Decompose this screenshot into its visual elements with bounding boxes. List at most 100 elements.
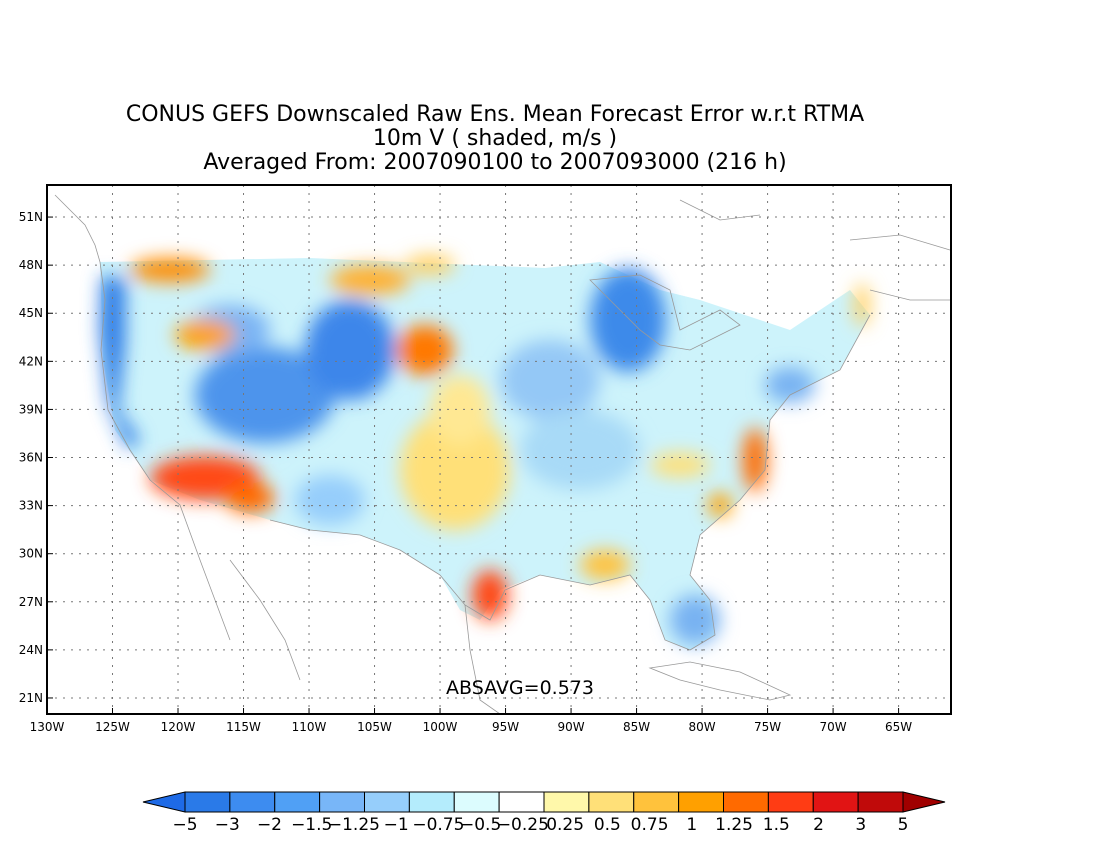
colorbar-label: 2 [813,815,824,835]
mexico-coastline [464,604,501,714]
appalachian-positive [650,453,710,477]
colorbar-label: 3 [855,815,866,835]
lat-tick-label: 48N [19,258,43,272]
colorbar-label: 0.5 [594,815,621,835]
colorbar-label: 1.25 [715,815,753,835]
colorbar-label: −1 [384,815,409,835]
maine-positive [854,283,870,327]
great-lakes-outline [589,274,741,351]
colorbar-swatch [498,791,545,813]
lon-tick-label: 90W [557,720,584,734]
lon-tick-label: 65W [885,720,912,734]
error-field [100,255,870,650]
colorbar-swatch [408,791,455,813]
map-plot-area [47,185,951,714]
lon-tick-label: 70W [820,720,847,734]
colorbar-swatch [364,791,410,813]
longitude-labels: 130W 125W 120W 115W 110W 105W 100W 95W 90W 85W 80W… [30,720,913,734]
georgia-coast-positive [708,493,732,517]
lon-tick-label: 115W [226,720,261,734]
arizona-positive [225,483,275,513]
lat-tick-label: 51N [19,210,43,224]
louisiana-positive [580,550,630,580]
lake-michigan-negative [590,268,666,372]
baja-coast [229,559,301,681]
colorbar-swatch [678,791,724,813]
lat-tick-label: 24N [19,643,43,657]
lon-tick-label: 80W [689,720,716,734]
pacific-coastline [99,261,231,641]
colorbar-swatch [453,791,500,813]
colorbar-label: −1.25 [328,815,380,835]
colorbar-label: −5 [172,815,197,835]
colorbar-label: 1 [686,815,697,835]
south-texas-positive [472,570,508,620]
lat-tick-label: 21N [19,691,43,705]
colorbar-swatch [588,791,635,813]
graticule [47,185,951,714]
lat-tick-label: 30N [19,547,43,561]
chart-title: CONUS GEFS Downscaled Raw Ens. Mean Fore… [125,102,865,127]
northeast-negative [765,367,815,403]
oregon-positive [175,320,235,350]
colorbar-label: −1.5 [291,815,332,835]
central-negative [520,410,640,490]
colorbar-label: −0.5 [460,815,501,835]
great-basin-negative [195,347,335,443]
colorbar-label: −2 [257,815,282,835]
colorbar-swatch [543,791,590,813]
colorbar-swatch [229,791,276,813]
colorbar-swatch [723,791,769,813]
florida-negative [670,595,720,645]
colorado-positive [397,325,453,375]
colorbar: −5 −3 −2 −1.5−1.25 −1 −0.75−0.5−0.250.25 0.5 0.… [142,791,946,835]
colorbar-label: −3 [215,815,240,835]
lat-tick-label: 45N [19,306,43,320]
lon-tick-label: 125W [95,720,130,734]
montana-positive [330,265,410,295]
wyoming-negative [305,300,395,400]
canada-east-coast [679,199,951,301]
colorbar-swatch [184,791,231,813]
lon-tick-label: 95W [492,720,519,734]
us-mexico-border [269,519,441,576]
lon-tick-label: 75W [754,720,781,734]
colorbar-label: −0.75 [412,815,464,835]
arizona-negative [295,475,365,525]
lat-tick-label: 27N [19,595,43,609]
atlantic-coast-positive [743,428,767,492]
colorbar-label: −0.25 [497,815,549,835]
chart-subtitle: 10m V ( shaded, m/s ) [372,126,618,151]
lon-tick-label: 120W [161,720,196,734]
colorbar-label: 0.75 [631,815,669,835]
chart-period: Averaged From: 2007090100 to 2007093000 … [203,150,787,175]
colorbar-swatch [319,791,365,813]
colorbar-label: 0.25 [546,815,584,835]
colorbar-arrow-low [142,791,186,813]
lat-tick-label: 36N [19,451,43,465]
plains-north-positive [430,375,490,445]
plains-positive [400,410,510,530]
lon-tick-label: 110W [292,720,327,734]
lat-tick-label: 39N [19,402,43,416]
axis-ticks [46,216,900,714]
lon-tick-label: 105W [357,720,392,734]
colorbar-label: 5 [898,815,909,835]
absavg-annotation: ABSAVG=0.573 [446,677,594,699]
colorbar-swatch [633,791,680,813]
colorbar-swatch [274,791,321,813]
dakota-positive [405,255,455,275]
lon-tick-label: 85W [623,720,650,734]
colorbar-arrow-high [902,791,946,813]
canada-coastline [54,194,101,263]
lat-tick-label: 33N [19,499,43,513]
lon-tick-label: 130W [30,720,65,734]
colorbar-swatch [857,791,904,813]
colorbar-swatch [767,791,814,813]
cuba-outline [648,661,792,701]
lon-tick-label: 100W [423,720,458,734]
washington-positive [130,258,210,282]
colorbar-swatch [812,791,859,813]
pacific-coast-negative [100,275,140,450]
